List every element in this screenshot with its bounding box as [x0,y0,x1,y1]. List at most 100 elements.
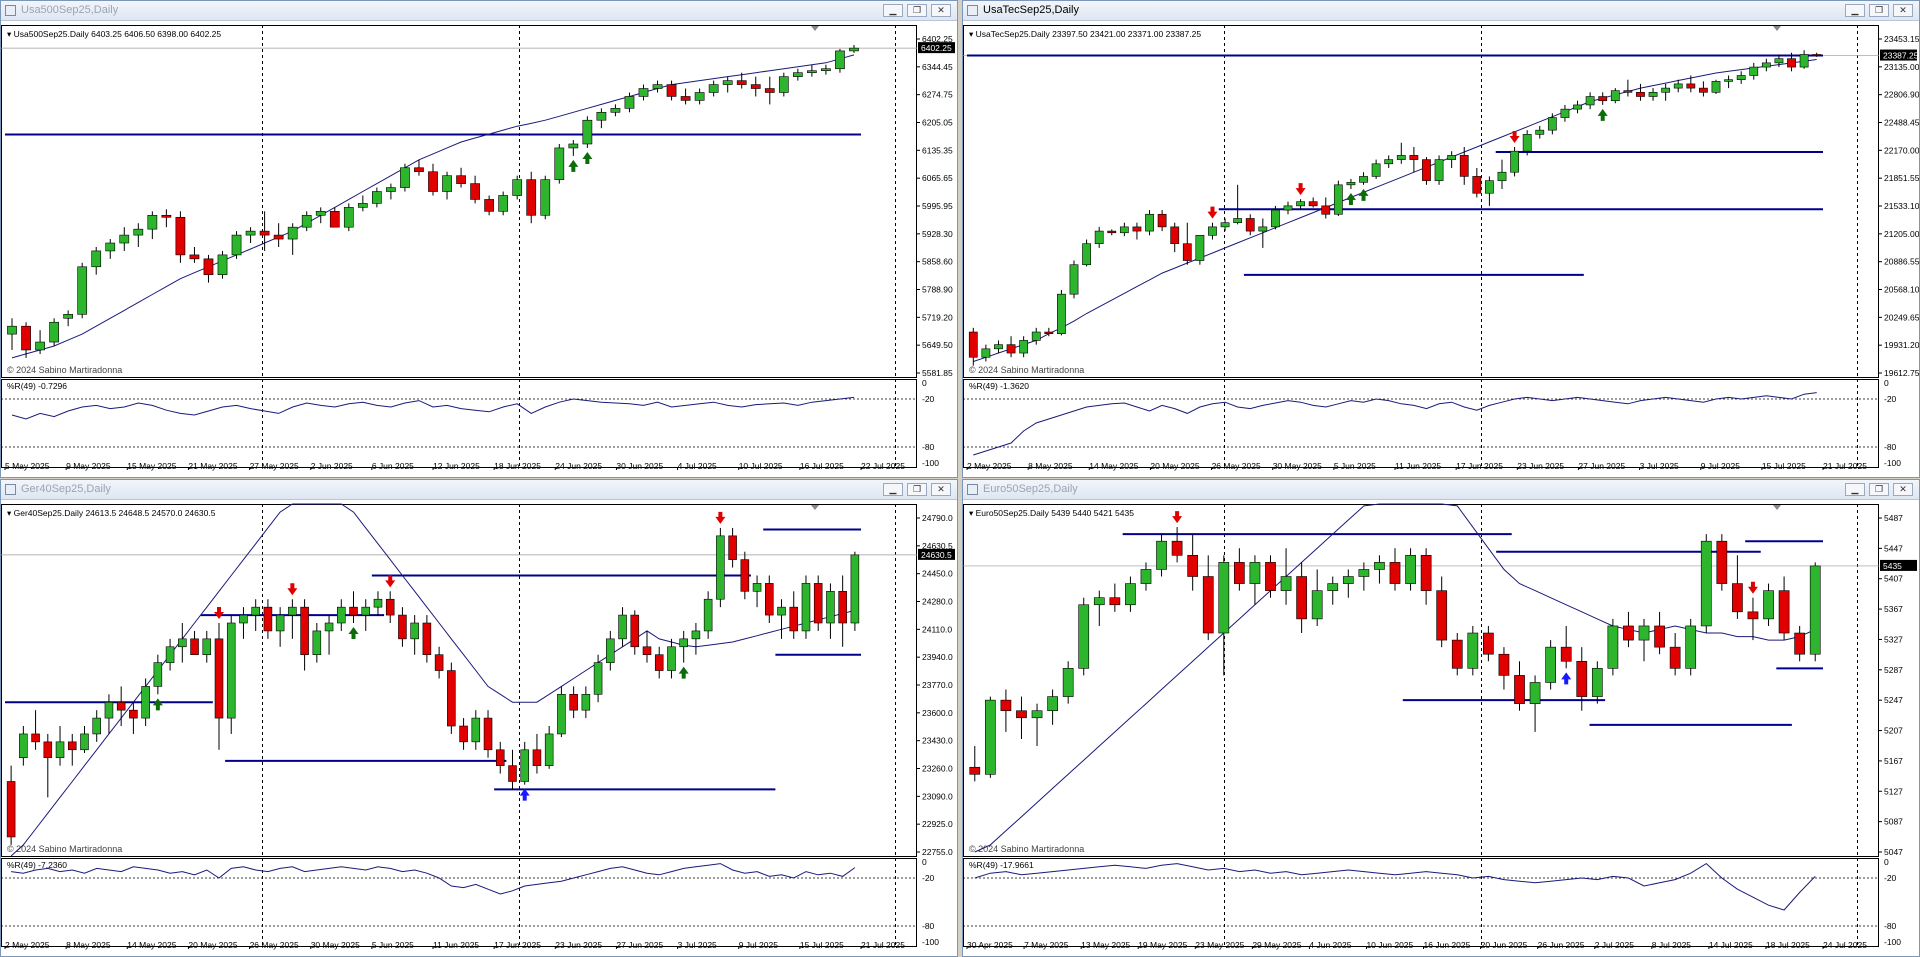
candle [1371,159,1381,179]
buy-signal-arrow-icon [678,666,689,679]
candle [226,615,236,734]
price-box-label: 5435 [1883,561,1902,571]
price-chart[interactable]: ▾ Usa500Sep25.Daily 6403.25 6406.50 6398… [1,21,957,477]
candle-body [288,606,297,616]
chart-window-2[interactable]: UsaTecSep25,Daily ▁ ❐ ✕ ▾ UsaTecSep25.Daily … [962,0,1920,478]
chart-window-4[interactable]: Euro50Sep25,Daily ▁ ❐ ✕ ▾ Euro50Sep25.Daily … [962,479,1920,957]
candle-body [484,199,494,212]
y-tick-label: 5788.90 [922,285,953,295]
candle-body [581,694,591,711]
candle-body [994,344,1003,350]
candle-body [981,348,991,358]
candle-body [1031,331,1041,341]
candle [259,211,270,251]
close-button[interactable]: ✕ [931,483,951,496]
price-chart[interactable]: ▾ Euro50Sep25.Daily 5439 5440 5421 5435 ©… [963,500,1919,956]
candle-body [1249,562,1261,584]
candle [740,551,750,600]
restore-button[interactable]: ❐ [1869,483,1889,496]
close-icon: ✕ [1899,484,1907,494]
candle [1140,562,1152,591]
window-titlebar[interactable]: Ger40Sep25,Daily ▁ ❐ ✕ [1,480,957,500]
x-tick-label: 27 Jun 2025 [1578,461,1625,471]
indicator-level-label: -80 [1884,442,1897,452]
price-chart[interactable]: ▾ Ger40Sep25.Daily 24613.5 24648.5 24570… [1,500,957,956]
minimize-button[interactable]: ▁ [883,4,903,17]
x-tick-label: 15 Jul 2025 [800,940,844,950]
close-button[interactable]: ✕ [1893,4,1913,17]
price-chart[interactable]: ▾ UsaTecSep25.Daily 23397.50 23421.00 23… [963,21,1919,477]
x-tick-label: 15 Jul 2025 [1762,461,1806,471]
y-tick-label: 23090.0 [922,791,953,801]
x-tick-label: 17 Jun 2025 [1456,461,1503,471]
candle [21,322,31,358]
chart-shift-icon[interactable] [811,505,819,510]
candle-body [133,228,144,236]
minimize-button[interactable]: ▁ [883,483,903,496]
chart-shift-icon[interactable] [1773,26,1781,31]
y-tick-label: 20886.55 [1884,257,1919,267]
close-button[interactable]: ✕ [931,4,951,17]
candle-body [361,606,371,616]
minimize-button[interactable]: ▁ [1845,4,1865,17]
restore-button[interactable]: ❐ [1869,4,1889,17]
y-tick-label: 23430.0 [922,736,953,746]
restore-button[interactable]: ❐ [907,4,927,17]
x-tick-label: 13 May 2025 [1081,940,1130,950]
window-titlebar[interactable]: UsaTecSep25,Daily ▁ ❐ ✕ [963,1,1919,21]
candle [654,646,664,679]
restore-button[interactable]: ❐ [907,483,927,496]
candle-body [6,781,16,838]
minimize-button[interactable]: ▁ [1845,483,1865,496]
window-titlebar[interactable]: Euro50Sep25,Daily ▁ ❐ ✕ [963,480,1919,500]
candle-body [1794,632,1806,655]
candle [245,227,256,244]
close-button[interactable]: ✕ [1893,483,1913,496]
candle-body [301,214,312,228]
candle [596,108,607,129]
candle-body [792,72,803,77]
candle [752,575,762,608]
candle-body [789,606,799,632]
candle-body [1082,243,1091,266]
candle-body [385,598,395,616]
window-title: Usa500Sep25,Daily [21,4,119,16]
candle-body [67,741,77,751]
x-tick-label: 2 Jun 2025 [311,461,353,471]
candle [484,195,494,216]
chart-shift-icon[interactable] [1773,505,1781,510]
candle-body [708,84,719,93]
candle [703,591,713,639]
candle [750,76,761,97]
candle [1006,336,1016,358]
x-tick-label: 11 Jun 2025 [433,940,479,950]
candle [568,140,579,156]
chart-window-1[interactable]: Usa500Sep25,Daily ▁ ❐ ✕ ▾ Usa500Sep25.Daily … [0,0,958,478]
candle [1514,661,1525,711]
y-tick-label: 5247 [1884,695,1903,705]
candle [49,318,59,347]
candle-body [373,598,383,608]
candle [624,92,635,113]
candle-body [765,583,774,616]
buy-signal-arrow-icon [582,151,593,164]
candle-body [1732,583,1743,613]
candle-body [1535,129,1545,135]
candle [43,733,53,798]
candle-body [498,195,509,212]
candle [1245,214,1255,236]
candle [708,80,719,97]
window-titlebar[interactable]: Usa500Sep25,Daily ▁ ❐ ✕ [1,1,957,21]
candle [337,599,346,631]
y-tick-label: 5447 [1884,543,1903,553]
candle [495,741,505,774]
candle-body [263,606,273,632]
candle-body [849,47,859,52]
candle [1016,696,1027,739]
candle [1436,576,1448,648]
minimize-icon: ▁ [889,5,897,15]
candle-body [1258,226,1268,232]
chart-shift-icon[interactable] [811,26,819,31]
chart-window-3[interactable]: Ger40Sep25,Daily ▁ ❐ ✕ ▾ Ger40Sep25.Daily 24… [0,479,958,957]
candle-body [703,598,713,632]
